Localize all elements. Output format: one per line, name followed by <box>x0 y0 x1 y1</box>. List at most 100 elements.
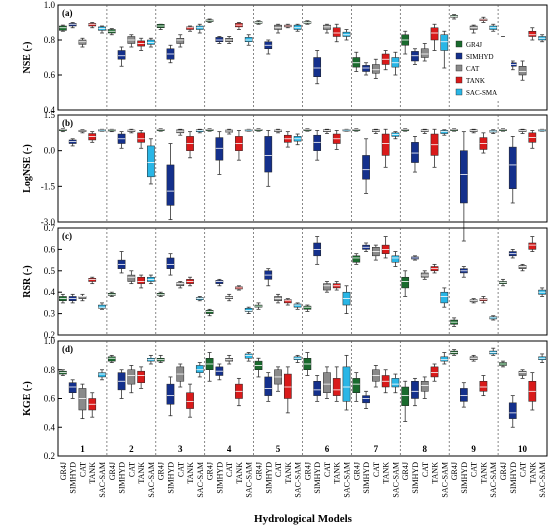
box-body <box>59 25 67 31</box>
box-body <box>401 386 410 406</box>
legend-entry: GR4J <box>466 41 482 49</box>
panel-2: -3.0 -1.5 0.0 1.5 LogNSE (-) (b) <box>22 110 548 242</box>
box-tank-4 <box>235 130 243 161</box>
box-body <box>274 24 282 30</box>
box-gr4j-9 <box>450 317 458 327</box>
x-tick-label: SAC-SAM <box>538 462 547 498</box>
box-cat-4 <box>225 36 234 44</box>
y-tick-label: 1.0 <box>44 336 56 346</box>
box-body <box>508 402 517 419</box>
box-sac-sam-7 <box>391 131 400 140</box>
box-simhyd-4 <box>215 131 224 175</box>
box-sac-sam-10 <box>538 353 546 363</box>
box-sac-sam-3 <box>195 23 204 34</box>
box-body <box>313 381 322 396</box>
box-cat-1 <box>78 383 87 420</box>
box-body <box>508 146 517 189</box>
group-number: 5 <box>276 444 281 454</box>
box-gr4j-5 <box>254 128 263 132</box>
x-tick-label: SAC-SAM <box>440 462 449 498</box>
box-gr4j-2 <box>107 354 116 363</box>
x-tick-label: SAC-SAM <box>489 462 498 498</box>
legend-swatch <box>455 76 463 84</box>
box-tank-2 <box>137 37 145 51</box>
group-number: 2 <box>129 444 134 454</box>
x-tick-label: SIMHYD <box>313 462 322 494</box>
box-cat-3 <box>176 363 185 388</box>
box-tank-1 <box>88 22 97 29</box>
box-body <box>411 51 419 62</box>
box-tank-5 <box>283 298 292 306</box>
box-cat-10 <box>518 128 527 134</box>
box-sac-sam-9 <box>489 23 498 32</box>
box-body <box>372 64 380 74</box>
x-tick-label: CAT <box>470 462 479 477</box>
panel-label: (a) <box>62 8 73 18</box>
box-body <box>117 50 126 60</box>
box-body <box>98 372 106 378</box>
y-tick-label: 0.3 <box>44 309 56 319</box>
box-gr4j-7 <box>352 253 361 265</box>
box-simhyd-4 <box>215 36 224 44</box>
box-cat-10 <box>518 263 527 272</box>
group-number: 9 <box>471 444 476 454</box>
box-body <box>147 39 155 45</box>
box-gr4j-7 <box>352 372 361 402</box>
box-body <box>205 310 214 314</box>
box-body <box>479 381 488 392</box>
box-gr4j-9 <box>450 349 458 356</box>
x-tick-label: GR4J <box>108 462 117 480</box>
box-body <box>176 38 185 44</box>
box-tank-5 <box>283 366 292 414</box>
y-axis-title: NSE (-) <box>22 42 33 74</box>
box-gr4j-2 <box>107 28 116 36</box>
box-sac-sam-4 <box>244 352 253 362</box>
box-body <box>381 133 390 156</box>
box-body <box>147 145 155 178</box>
box-body <box>391 255 400 263</box>
panel-label: (d) <box>62 344 73 354</box>
x-tick-label: SIMHYD <box>166 462 175 494</box>
box-cat-4 <box>225 293 234 302</box>
box-cat-10 <box>518 60 527 81</box>
box-body <box>528 31 537 37</box>
panel-1: 0.4 0.6 0.8 1.0 NSE (-) (a) <box>22 0 548 115</box>
y-tick-label: 0.0 <box>44 146 56 156</box>
x-tick-label: SIMHYD <box>215 462 224 494</box>
legend-entry: TANK <box>466 77 485 85</box>
box-body <box>176 282 185 287</box>
x-tick-label: CAT <box>225 462 234 477</box>
box-tank-3 <box>186 131 194 159</box>
x-tick-label: SAC-SAM <box>391 462 400 498</box>
box-body <box>362 65 370 72</box>
box-sac-sam-9 <box>489 129 498 134</box>
box-body <box>137 132 145 143</box>
legend-entry: SAC-SMA <box>466 89 497 97</box>
group-number: 4 <box>227 444 232 454</box>
box-gr4j-3 <box>156 354 165 363</box>
x-tick-label: SIMHYD <box>118 462 127 494</box>
box-body <box>440 356 449 362</box>
box-sac-sam-8 <box>440 352 449 365</box>
box-gr4j-1 <box>59 128 67 133</box>
y-tick-label: -1.5 <box>41 181 56 191</box>
box-simhyd-6 <box>313 375 322 402</box>
x-tick-label: TANK <box>284 462 293 484</box>
box-sac-sam-2 <box>147 274 155 285</box>
box-simhyd-6 <box>313 236 322 265</box>
box-body <box>78 39 87 45</box>
box-body <box>244 37 253 42</box>
box-gr4j-8 <box>401 380 410 422</box>
box-gr4j-7 <box>352 128 361 132</box>
x-tick-label: GR4J <box>59 462 68 480</box>
box-simhyd-4 <box>215 363 224 381</box>
box-cat-3 <box>176 281 185 289</box>
box-cat-9 <box>469 354 478 362</box>
box-cat-9 <box>469 298 478 304</box>
box-body <box>127 369 136 385</box>
x-tick-label: CAT <box>127 462 136 477</box>
box-body <box>88 23 97 27</box>
box-body <box>98 304 106 309</box>
box-body <box>342 31 351 37</box>
box-sac-sam-9 <box>489 347 498 356</box>
